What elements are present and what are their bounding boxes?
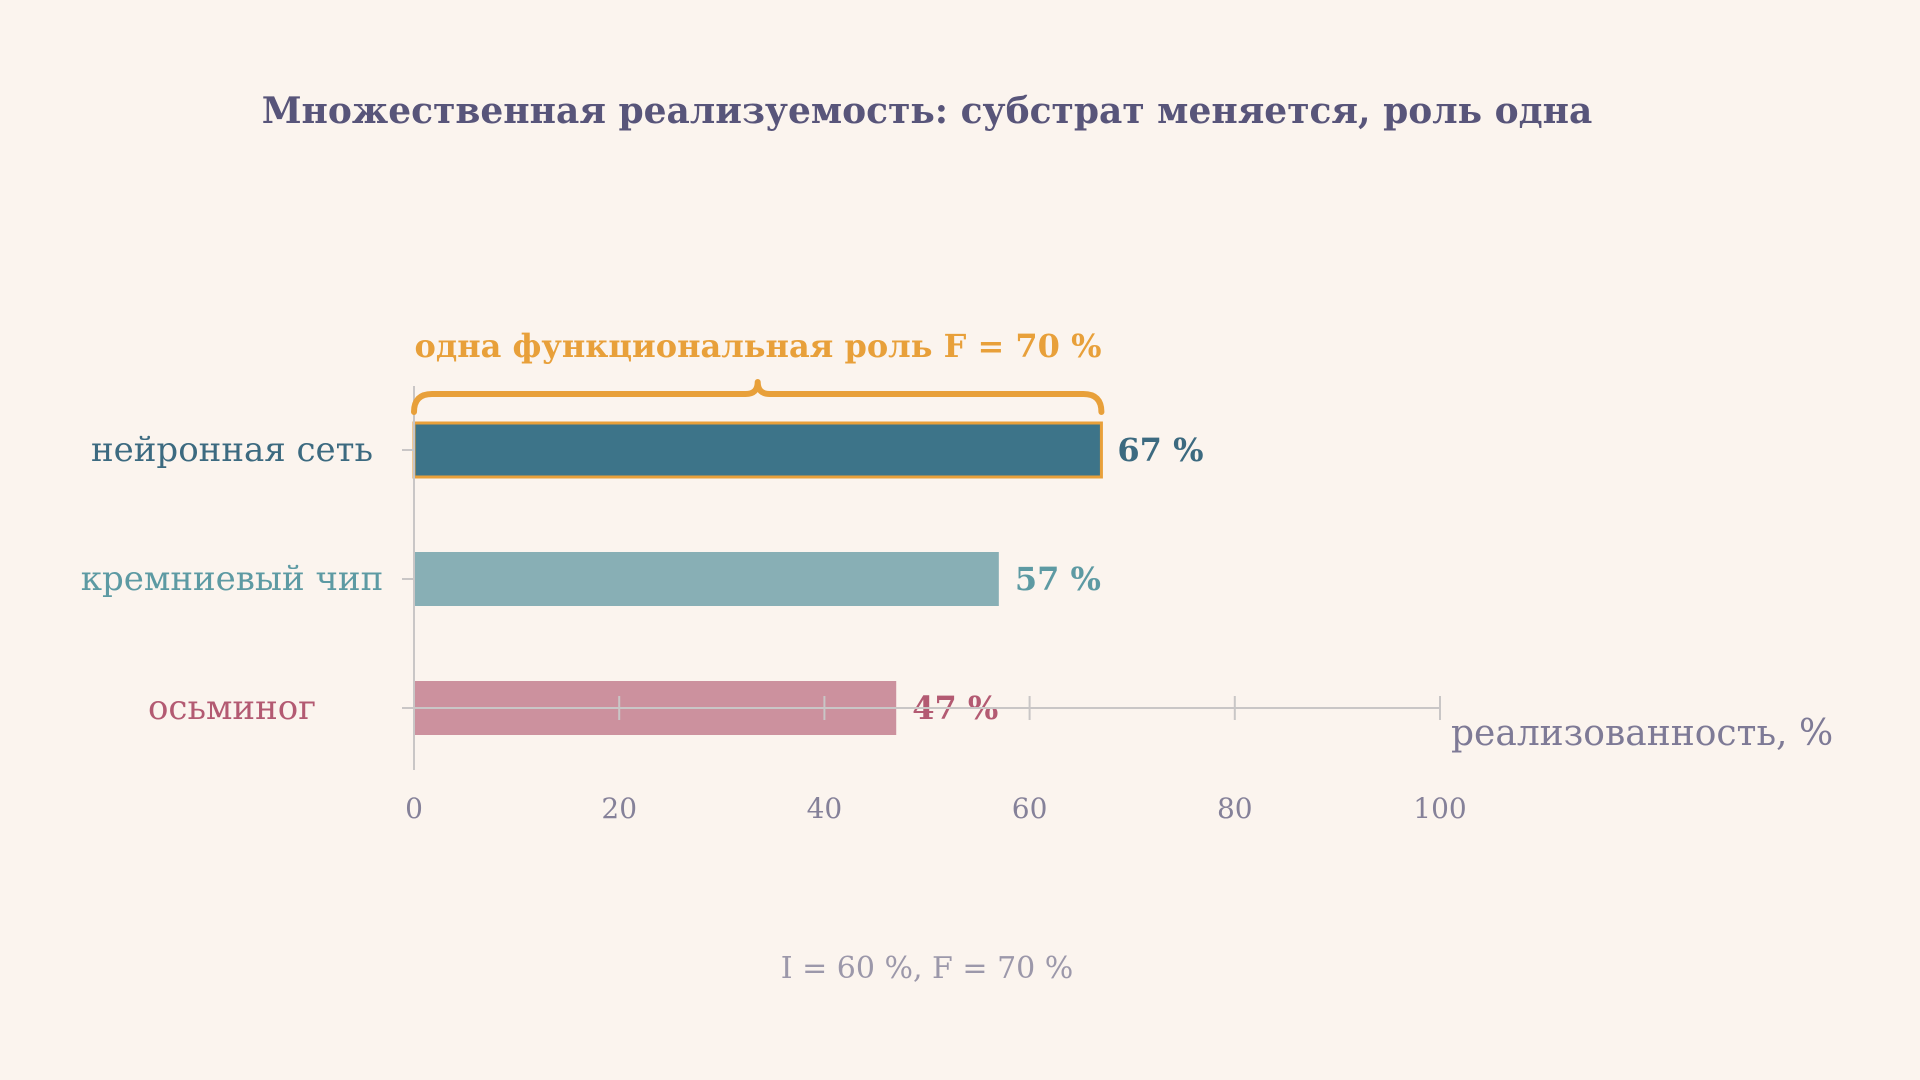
bars-layer: нейронная сеть 67 % кремниевый чип 57 % осьм… bbox=[81, 421, 1210, 735]
category-label: кремниевый чип bbox=[81, 559, 384, 599]
x-tick-label: 40 bbox=[807, 792, 843, 825]
x-tick-label: 60 bbox=[1012, 792, 1048, 825]
footnote: I = 60 %, F = 70 % bbox=[781, 951, 1074, 986]
bar bbox=[412, 421, 1103, 479]
x-tick-label: 80 bbox=[1217, 792, 1253, 825]
value-label: 57 % bbox=[1015, 560, 1101, 598]
x-tick-label: 100 bbox=[1413, 792, 1466, 825]
annotation-label: одна функциональная роль F = 70 % bbox=[415, 327, 1102, 365]
chart-title: Множественная реализуемость: субстрат ме… bbox=[262, 90, 1593, 132]
category-label: осьминог bbox=[148, 688, 316, 728]
annotation-brace bbox=[411, 379, 1105, 415]
value-label: 67 % bbox=[1117, 431, 1203, 469]
x-tick-label: 20 bbox=[601, 792, 637, 825]
x-axis-label: реализованность, % bbox=[1451, 713, 1833, 754]
axis-layer: 0 20 40 60 80 100 bbox=[402, 386, 1467, 825]
bar bbox=[414, 552, 999, 606]
category-label: нейронная сеть bbox=[91, 430, 373, 470]
annotation-layer: одна функциональная роль F = 70 % bbox=[411, 327, 1105, 415]
x-tick-label: 0 bbox=[405, 792, 423, 825]
